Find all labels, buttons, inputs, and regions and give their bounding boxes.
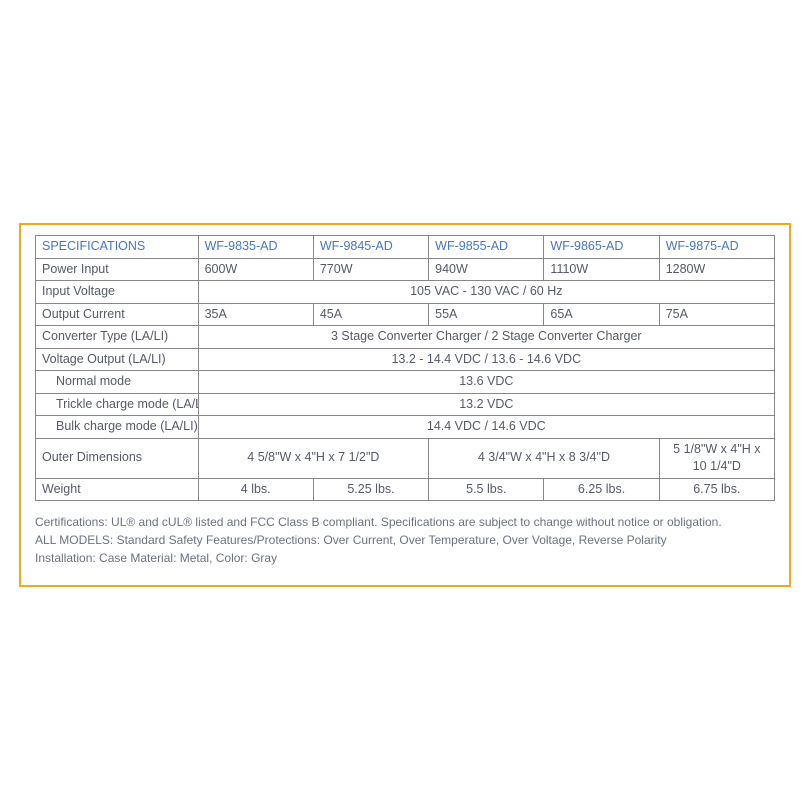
table-row: Input Voltage 105 VAC - 130 VAC / 60 Hz bbox=[36, 281, 775, 304]
footer-line: Installation: Case Material: Metal, Colo… bbox=[35, 549, 775, 567]
cell: 6.75 lbs. bbox=[659, 478, 774, 501]
row-label: Voltage Output (LA/LI) bbox=[36, 348, 199, 371]
cell-span: 13.6 VDC bbox=[198, 371, 774, 394]
cell-span: 3 Stage Converter Charger / 2 Stage Conv… bbox=[198, 326, 774, 349]
cell-span: 4 5/8"W x 4"H x 7 1/2"D bbox=[198, 438, 429, 478]
row-label: Bulk charge mode (LA/LI) bbox=[36, 416, 199, 439]
row-label: Output Current bbox=[36, 303, 199, 326]
cell: 55A bbox=[429, 303, 544, 326]
cell-span: 13.2 VDC bbox=[198, 393, 774, 416]
spec-table: SPECIFICATIONS WF-9835-AD WF-9845-AD WF-… bbox=[35, 235, 775, 501]
col-header: WF-9865-AD bbox=[544, 236, 659, 259]
cell-span: 14.4 VDC / 14.6 VDC bbox=[198, 416, 774, 439]
row-label: Converter Type (LA/LI) bbox=[36, 326, 199, 349]
table-row: Bulk charge mode (LA/LI) 14.4 VDC / 14.6… bbox=[36, 416, 775, 439]
col-header: WF-9875-AD bbox=[659, 236, 774, 259]
cell-span: 13.2 - 14.4 VDC / 13.6 - 14.6 VDC bbox=[198, 348, 774, 371]
footer-notes: Certifications: UL® and cUL® listed and … bbox=[35, 513, 775, 567]
row-label: Trickle charge mode (LA/LI) bbox=[36, 393, 199, 416]
cell: 1280W bbox=[659, 258, 774, 281]
cell: 35A bbox=[198, 303, 313, 326]
col-header: WF-9835-AD bbox=[198, 236, 313, 259]
cell-span: 105 VAC - 130 VAC / 60 Hz bbox=[198, 281, 774, 304]
table-row: Outer Dimensions4 5/8"W x 4"H x 7 1/2"D4… bbox=[36, 438, 775, 478]
cell: 600W bbox=[198, 258, 313, 281]
spec-sheet-frame: SPECIFICATIONS WF-9835-AD WF-9845-AD WF-… bbox=[19, 223, 791, 587]
row-label: Power Input bbox=[36, 258, 199, 281]
cell: 1110W bbox=[544, 258, 659, 281]
cell-span: 4 3/4"W x 4"H x 8 3/4"D bbox=[429, 438, 660, 478]
table-row: Power Input 600W 770W 940W 1110W 1280W bbox=[36, 258, 775, 281]
cell: 65A bbox=[544, 303, 659, 326]
table-row: Trickle charge mode (LA/LI) 13.2 VDC bbox=[36, 393, 775, 416]
cell: 6.25 lbs. bbox=[544, 478, 659, 501]
cell: 5 1/8"W x 4"H x 10 1/4"D bbox=[659, 438, 774, 478]
table-row: Output Current 35A 45A 55A 65A 75A bbox=[36, 303, 775, 326]
cell: 770W bbox=[313, 258, 428, 281]
row-label: Input Voltage bbox=[36, 281, 199, 304]
table-header-row: SPECIFICATIONS WF-9835-AD WF-9845-AD WF-… bbox=[36, 236, 775, 259]
cell: 940W bbox=[429, 258, 544, 281]
cell: 45A bbox=[313, 303, 428, 326]
cell: 5.25 lbs. bbox=[313, 478, 428, 501]
cell: 4 lbs. bbox=[198, 478, 313, 501]
col-header: WF-9845-AD bbox=[313, 236, 428, 259]
table-row: Voltage Output (LA/LI) 13.2 - 14.4 VDC /… bbox=[36, 348, 775, 371]
table-row: Normal mode 13.6 VDC bbox=[36, 371, 775, 394]
row-label: Normal mode bbox=[36, 371, 199, 394]
table-row: Converter Type (LA/LI) 3 Stage Converter… bbox=[36, 326, 775, 349]
cell: 75A bbox=[659, 303, 774, 326]
cell: 5.5 lbs. bbox=[429, 478, 544, 501]
col-header: WF-9855-AD bbox=[429, 236, 544, 259]
row-label: Weight bbox=[36, 478, 199, 501]
row-label: Outer Dimensions bbox=[36, 438, 199, 478]
table-row: Weight4 lbs.5.25 lbs.5.5 lbs.6.25 lbs.6.… bbox=[36, 478, 775, 501]
col-header: SPECIFICATIONS bbox=[36, 236, 199, 259]
footer-line: Certifications: UL® and cUL® listed and … bbox=[35, 513, 775, 531]
footer-line: ALL MODELS: Standard Safety Features/Pro… bbox=[35, 531, 775, 549]
